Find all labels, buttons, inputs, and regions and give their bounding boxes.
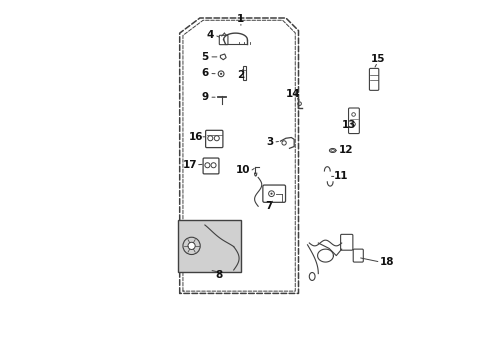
Text: 17: 17: [183, 160, 198, 170]
Circle shape: [187, 242, 195, 249]
Text: 8: 8: [215, 270, 223, 280]
Text: 5: 5: [201, 52, 208, 62]
Text: 15: 15: [370, 54, 384, 64]
Text: 13: 13: [341, 120, 355, 130]
Circle shape: [220, 73, 222, 75]
Text: 7: 7: [265, 201, 272, 211]
Text: 18: 18: [379, 257, 393, 267]
Text: 9: 9: [201, 92, 208, 102]
Circle shape: [270, 193, 272, 195]
Text: 2: 2: [237, 69, 244, 80]
Text: 1: 1: [237, 14, 244, 24]
Text: 16: 16: [188, 132, 203, 142]
Text: 3: 3: [265, 137, 273, 147]
Text: 4: 4: [206, 30, 214, 40]
Text: 12: 12: [339, 145, 353, 156]
Text: 11: 11: [333, 171, 347, 181]
Text: 10: 10: [235, 165, 249, 175]
Text: 6: 6: [201, 68, 208, 78]
Bar: [242, 66, 246, 80]
Text: 14: 14: [285, 89, 300, 99]
Bar: [178, 220, 241, 272]
